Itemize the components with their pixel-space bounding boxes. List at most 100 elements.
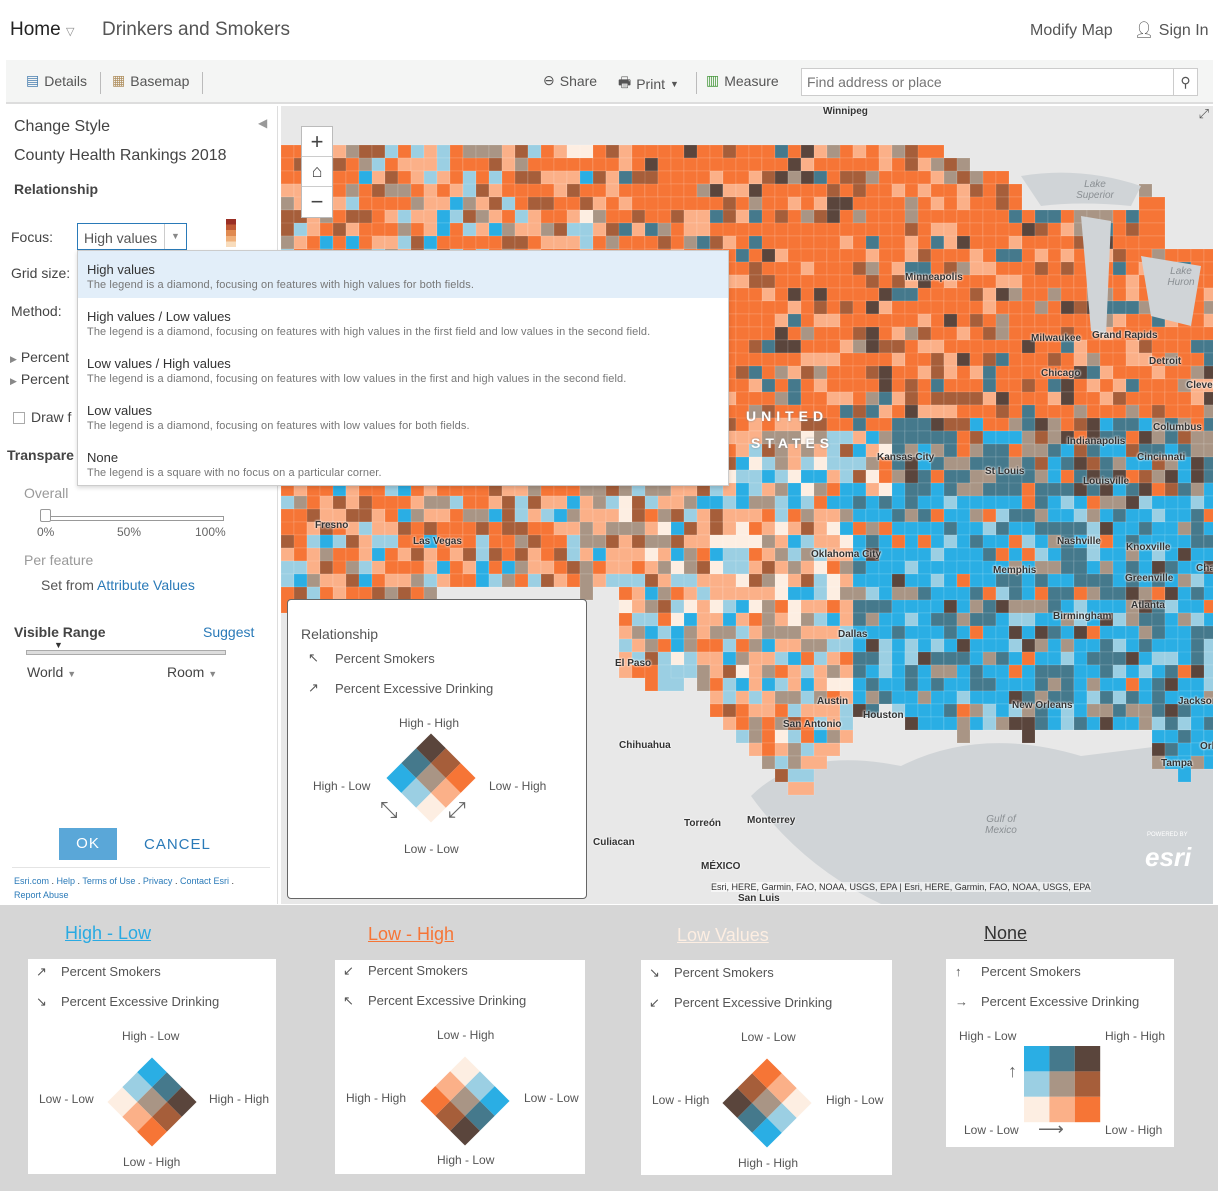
county-polygon[interactable] bbox=[943, 209, 958, 224]
county-polygon[interactable] bbox=[566, 196, 581, 211]
search-input[interactable] bbox=[802, 69, 1172, 95]
county-polygon[interactable] bbox=[1021, 547, 1036, 562]
focus-option-high-low[interactable]: High values / Low values The legend is a … bbox=[78, 298, 728, 345]
county-polygon[interactable] bbox=[917, 508, 932, 523]
county-polygon[interactable] bbox=[800, 664, 815, 679]
county-polygon[interactable] bbox=[618, 534, 633, 549]
county-polygon[interactable] bbox=[943, 625, 958, 640]
county-polygon[interactable] bbox=[1034, 417, 1049, 432]
county-polygon[interactable] bbox=[969, 690, 984, 705]
county-polygon[interactable] bbox=[878, 287, 893, 302]
county-polygon[interactable] bbox=[1190, 248, 1205, 263]
county-polygon[interactable] bbox=[878, 391, 893, 406]
county-polygon[interactable] bbox=[631, 599, 646, 614]
county-polygon[interactable] bbox=[930, 534, 945, 549]
county-polygon[interactable] bbox=[618, 573, 633, 588]
county-polygon[interactable] bbox=[1164, 248, 1179, 263]
county-polygon[interactable] bbox=[1047, 560, 1062, 575]
county-polygon[interactable] bbox=[774, 326, 789, 341]
county-polygon[interactable] bbox=[293, 560, 308, 575]
county-polygon[interactable] bbox=[683, 495, 698, 510]
county-polygon[interactable] bbox=[1125, 638, 1140, 653]
county-polygon[interactable] bbox=[1047, 625, 1062, 640]
county-polygon[interactable] bbox=[865, 391, 880, 406]
county-polygon[interactable] bbox=[371, 235, 386, 250]
county-polygon[interactable] bbox=[1125, 339, 1140, 354]
county-polygon[interactable] bbox=[930, 716, 945, 731]
county-polygon[interactable] bbox=[787, 339, 802, 354]
county-polygon[interactable] bbox=[787, 664, 802, 679]
county-polygon[interactable] bbox=[462, 495, 477, 510]
county-polygon[interactable] bbox=[956, 521, 971, 536]
county-polygon[interactable] bbox=[761, 755, 776, 770]
county-polygon[interactable] bbox=[657, 196, 672, 211]
county-polygon[interactable] bbox=[891, 521, 906, 536]
county-polygon[interactable] bbox=[787, 573, 802, 588]
county-polygon[interactable] bbox=[995, 482, 1010, 497]
county-polygon[interactable] bbox=[813, 313, 828, 328]
county-polygon[interactable] bbox=[1151, 391, 1166, 406]
county-polygon[interactable] bbox=[956, 183, 971, 198]
county-polygon[interactable] bbox=[566, 508, 581, 523]
county-polygon[interactable] bbox=[813, 196, 828, 211]
county-polygon[interactable] bbox=[813, 183, 828, 198]
county-polygon[interactable] bbox=[1112, 378, 1127, 393]
county-polygon[interactable] bbox=[462, 560, 477, 575]
county-polygon[interactable] bbox=[319, 573, 334, 588]
county-polygon[interactable] bbox=[1047, 235, 1062, 250]
county-polygon[interactable] bbox=[995, 703, 1010, 718]
county-polygon[interactable] bbox=[436, 183, 451, 198]
county-polygon[interactable] bbox=[735, 378, 750, 393]
county-polygon[interactable] bbox=[605, 196, 620, 211]
county-polygon[interactable] bbox=[1190, 469, 1205, 484]
county-polygon[interactable] bbox=[735, 547, 750, 562]
county-polygon[interactable] bbox=[891, 378, 906, 393]
county-polygon[interactable] bbox=[410, 170, 425, 185]
county-polygon[interactable] bbox=[995, 378, 1010, 393]
county-polygon[interactable] bbox=[800, 235, 815, 250]
county-polygon[interactable] bbox=[1177, 612, 1192, 627]
county-polygon[interactable] bbox=[397, 573, 412, 588]
county-polygon[interactable] bbox=[1021, 521, 1036, 536]
county-polygon[interactable] bbox=[878, 469, 893, 484]
county-polygon[interactable] bbox=[865, 651, 880, 666]
county-polygon[interactable] bbox=[904, 664, 919, 679]
county-polygon[interactable] bbox=[423, 573, 438, 588]
county-polygon[interactable] bbox=[319, 495, 334, 510]
footer-link[interactable]: Contact Esri bbox=[179, 876, 229, 886]
county-polygon[interactable] bbox=[384, 560, 399, 575]
county-polygon[interactable] bbox=[345, 495, 360, 510]
county-polygon[interactable] bbox=[852, 638, 867, 653]
county-polygon[interactable] bbox=[592, 209, 607, 224]
county-polygon[interactable] bbox=[735, 170, 750, 185]
county-polygon[interactable] bbox=[1073, 521, 1088, 536]
county-polygon[interactable] bbox=[1138, 391, 1153, 406]
county-polygon[interactable] bbox=[865, 560, 880, 575]
county-polygon[interactable] bbox=[1047, 677, 1062, 692]
county-polygon[interactable] bbox=[878, 404, 893, 419]
county-polygon[interactable] bbox=[540, 235, 555, 250]
county-polygon[interactable] bbox=[1099, 417, 1114, 432]
county-polygon[interactable] bbox=[826, 664, 841, 679]
county-polygon[interactable] bbox=[1164, 521, 1179, 536]
county-polygon[interactable] bbox=[1034, 430, 1049, 445]
county-polygon[interactable] bbox=[1034, 625, 1049, 640]
details-button[interactable]: ▤ Details bbox=[26, 72, 87, 89]
county-polygon[interactable] bbox=[1138, 222, 1166, 237]
county-polygon[interactable] bbox=[281, 170, 295, 185]
county-polygon[interactable] bbox=[748, 222, 763, 237]
county-polygon[interactable] bbox=[904, 378, 919, 393]
county-polygon[interactable] bbox=[579, 222, 594, 237]
county-polygon[interactable] bbox=[1203, 443, 1213, 458]
county-polygon[interactable] bbox=[761, 183, 776, 198]
county-polygon[interactable] bbox=[1112, 313, 1127, 328]
county-polygon[interactable] bbox=[1190, 599, 1205, 614]
county-polygon[interactable] bbox=[852, 222, 867, 237]
county-polygon[interactable] bbox=[813, 664, 828, 679]
county-polygon[interactable] bbox=[722, 196, 737, 211]
county-polygon[interactable] bbox=[657, 586, 672, 601]
county-polygon[interactable] bbox=[475, 534, 490, 549]
county-polygon[interactable] bbox=[787, 391, 802, 406]
county-polygon[interactable] bbox=[891, 651, 906, 666]
county-polygon[interactable] bbox=[826, 313, 841, 328]
